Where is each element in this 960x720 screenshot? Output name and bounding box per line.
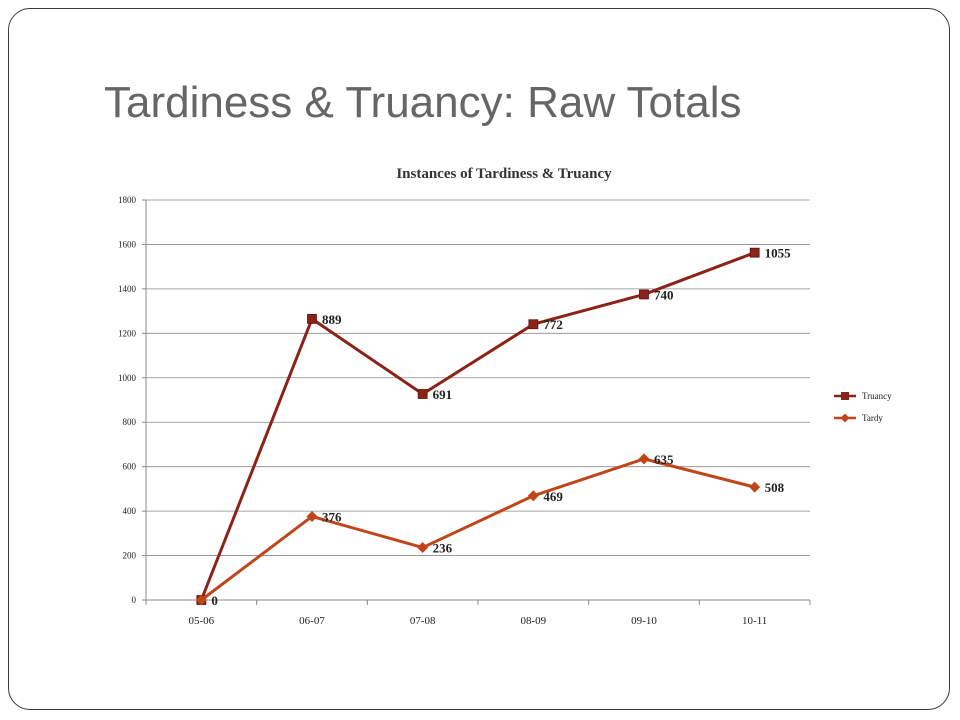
legend: Truancy Tardy [834, 391, 892, 423]
y-tick-label: 1000 [118, 373, 137, 383]
y-axis-ticks: 0 200 400 600 800 1000 1200 1400 1600 1800 [118, 195, 146, 605]
data-point-truancy [639, 289, 649, 300]
chart-title: Instances of Tardiness & Truancy [396, 166, 612, 182]
y-tick-label: 400 [123, 506, 137, 516]
x-tick-label: 08-09 [520, 615, 546, 627]
data-point-truancy [417, 389, 428, 399]
data-label-truancy: 0 [211, 593, 218, 608]
x-tick-label: 07-08 [410, 615, 436, 627]
y-tick-label: 1400 [118, 284, 137, 294]
data-point-tardy [749, 481, 761, 493]
gridlines [146, 199, 810, 601]
data-labels: 0 889 691 772 740 1055 376 236 469 635 508 [211, 246, 791, 608]
x-axis-ticks: 05-06 06-07 07-08 08-09 09-10 10-11 [145, 600, 811, 627]
y-tick-label: 1600 [118, 239, 137, 249]
data-point-tardy [195, 594, 207, 606]
data-point-tardy [638, 453, 650, 465]
slide-title: Tardiness & Truancy: Raw Totals [104, 78, 742, 127]
y-tick-label: 0 [132, 595, 137, 605]
y-tick-label: 200 [123, 551, 137, 561]
data-label-truancy: 889 [322, 312, 342, 327]
data-label-tardy: 236 [433, 541, 453, 556]
data-label-truancy: 1055 [765, 246, 792, 261]
data-label-truancy: 772 [543, 317, 563, 332]
x-tick-label: 06-07 [299, 615, 325, 627]
data-label-truancy: 740 [654, 287, 674, 302]
legend-marker-truancy [841, 392, 849, 400]
data-point-truancy [749, 247, 760, 258]
x-tick-label: 10-11 [742, 615, 767, 627]
data-point-truancy [307, 313, 317, 324]
series-line-tardy [200, 457, 756, 602]
y-tick-label: 1200 [118, 328, 137, 338]
legend-marker-tardy [840, 413, 850, 423]
axes [145, 200, 810, 601]
data-label-tardy: 376 [322, 509, 342, 524]
y-tick-label: 800 [123, 417, 137, 427]
x-tick-label: 05-06 [188, 615, 214, 627]
data-point-tardy [417, 542, 429, 554]
data-label-tardy: 469 [543, 489, 563, 504]
data-label-tardy: 635 [654, 452, 674, 467]
legend-label-truancy: Truancy [862, 391, 892, 401]
data-point-tardy [527, 490, 539, 502]
series-layer [195, 247, 761, 606]
y-tick-label: 600 [123, 462, 137, 472]
x-tick-label: 09-10 [631, 615, 657, 627]
data-point-tardy [306, 510, 318, 522]
data-label-tardy: 508 [765, 480, 785, 495]
series-line-truancy [199, 251, 756, 601]
legend-label-tardy: Tardy [862, 413, 883, 423]
y-tick-label: 1800 [118, 195, 137, 205]
data-label-truancy: 691 [433, 387, 453, 402]
data-point-truancy [528, 319, 539, 330]
